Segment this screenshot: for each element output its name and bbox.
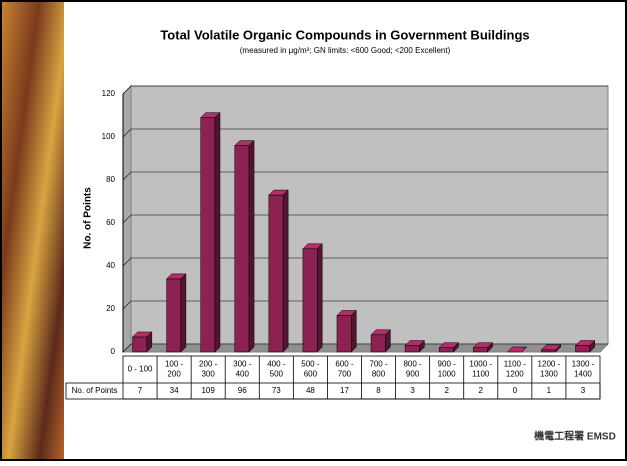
bar-face [555,344,561,353]
table-row-label: No. of Points [72,386,118,395]
bar-face [385,329,391,353]
bar-face [146,331,153,353]
x-tick-label: 600 -700 [335,360,354,379]
chart-subtitle: (measured in μg/m³; GN limits: <600 Good… [240,46,451,55]
y-tick-label: 40 [106,261,115,270]
bar-face [589,339,596,353]
bar-face [214,112,221,353]
footer-logo: 機電工程署 EMSD [534,430,616,443]
bar-face [453,342,459,353]
bar [438,342,460,353]
table-value: 2 [444,386,449,395]
y-tick-label: 60 [106,218,115,227]
x-tick-label: 300 -400 [233,360,252,379]
bar-face [166,278,182,353]
bar-face [473,347,488,353]
table-value: 73 [272,386,281,395]
x-tick-label: 900 -1000 [438,360,457,379]
bar-face [336,315,352,353]
bar-face [487,342,493,353]
bar [574,339,596,353]
x-tick-label: 1100 -1200 [504,360,526,379]
bar [336,309,357,353]
bar-face [541,349,556,353]
chart-title: Total Volatile Organic Compounds in Gove… [160,27,529,42]
bar [234,139,255,353]
table-value: 7 [138,386,143,395]
y-tick-label: 80 [106,175,115,184]
bar [200,112,221,353]
bar [540,344,562,353]
y-axis-label: No. of Points [83,187,94,249]
bar-face [132,336,148,353]
x-tick-label: 0 - 100 [128,365,153,374]
bar-face [370,334,386,353]
table-value: 2 [479,386,484,395]
bar-face [180,273,187,353]
x-tick-label: 1200 -1300 [538,360,561,379]
bar [166,273,187,353]
x-tick-label: 800 -900 [403,360,422,379]
bar-face [351,309,357,353]
grid-line [122,171,608,181]
bar-face [419,339,425,353]
table-value: 109 [201,386,215,395]
bar-face [438,347,454,353]
bar [506,346,528,353]
y-tick-label: 0 [111,347,116,356]
y-tick-label: 20 [106,304,115,313]
table-value: 96 [238,386,247,395]
x-tick-label: 100 -200 [165,360,184,379]
y-tick-label: 100 [102,132,116,141]
table-value: 17 [340,386,349,395]
table-value: 34 [170,386,179,395]
bar [268,189,289,353]
x-tick-label: 200 -300 [199,360,218,379]
table-value: 0 [513,386,518,395]
bar-face [575,345,591,353]
x-tick-label: 500 -600 [301,360,320,379]
y-tick-label: 120 [102,89,116,98]
bar [472,342,494,353]
grid-line [122,128,608,138]
bar-face [404,345,420,353]
table-value: 1 [547,386,552,395]
grid-line [122,257,608,267]
x-tick-label: 1300 -1400 [572,360,595,379]
bar [404,339,426,353]
grid-line [122,214,608,224]
x-tick-label: 700 -800 [369,360,388,379]
bar [370,329,391,353]
bar-face [234,145,250,353]
bar-face [248,139,255,353]
table-value: 3 [410,386,415,395]
bar-face [268,194,284,353]
table-value: 3 [581,386,586,395]
grid-line [122,300,608,310]
table-value: 8 [376,386,381,395]
x-tick-label: 1000 -1100 [469,360,492,379]
grid-line [122,85,608,95]
bar [302,243,323,353]
bar-face [316,243,323,353]
floor [121,343,610,353]
bar [131,331,153,353]
table-value: 48 [306,386,315,395]
x-tick-label: 400 -500 [267,360,286,379]
decor-strip [2,2,64,459]
bar-face [302,248,318,353]
bar-face [200,117,216,353]
bar-face [282,189,289,353]
bar-face [521,346,527,353]
